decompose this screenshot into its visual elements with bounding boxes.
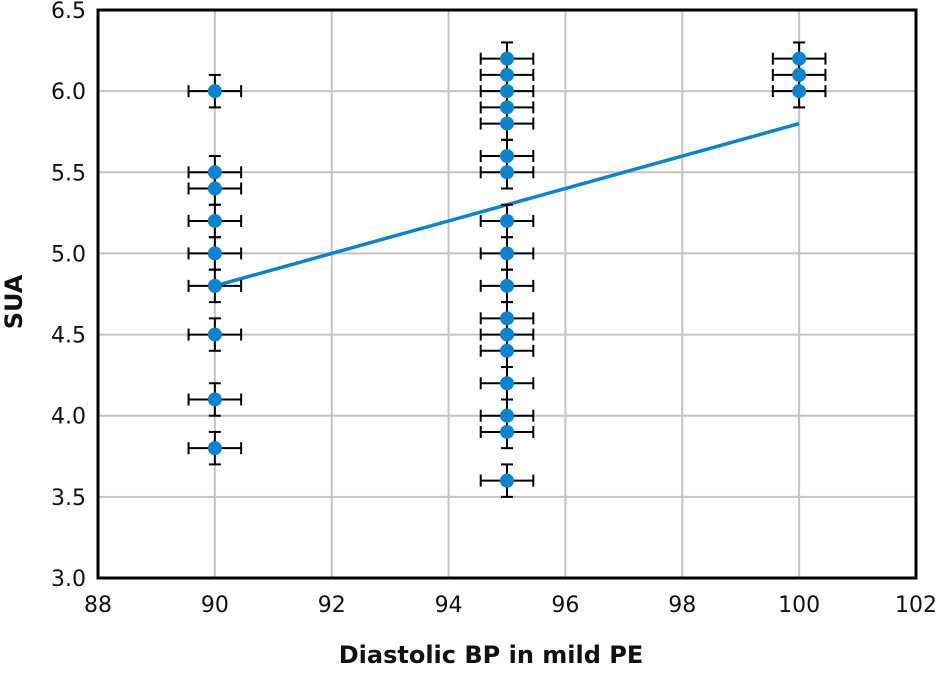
y-tick-label: 6.0 (51, 80, 86, 105)
data-points-layer (207, 51, 807, 488)
data-point (500, 51, 514, 66)
y-tick-label: 5.5 (51, 161, 86, 186)
data-point (207, 165, 222, 180)
data-point (500, 376, 514, 391)
data-point (500, 327, 514, 342)
y-tick-label: 4.5 (51, 324, 86, 349)
data-point (207, 213, 222, 228)
data-point (207, 327, 222, 342)
y-tick-label: 3.5 (51, 486, 86, 511)
x-tick-label: 94 (435, 593, 463, 618)
plot-frame (96, 8, 918, 580)
x-axis-title: Diastolic BP in mild PE (339, 641, 644, 669)
data-point (207, 441, 222, 456)
data-point (500, 100, 514, 115)
y-tick-label: 4.0 (51, 405, 86, 430)
x-tick-label: 102 (895, 593, 937, 618)
data-point (500, 246, 514, 261)
x-tick-label: 88 (84, 593, 112, 618)
x-tick-labels: 88 90 92 94 96 98 100 102 (84, 593, 937, 618)
data-point (500, 408, 514, 423)
data-point (792, 51, 807, 66)
data-point (500, 424, 514, 439)
data-point (792, 67, 807, 82)
data-point (207, 181, 222, 196)
data-point (500, 149, 514, 164)
x-tick-label: 98 (668, 593, 696, 618)
data-point (500, 165, 514, 180)
data-point (500, 278, 514, 293)
data-point (207, 278, 222, 293)
y-tick-label: 6.5 (51, 0, 86, 24)
data-point (207, 84, 222, 99)
x-tick-label: 96 (551, 593, 579, 618)
data-point (500, 67, 514, 82)
y-axis-title: SUA (0, 274, 28, 329)
x-tick-label: 90 (201, 593, 229, 618)
data-point (500, 116, 514, 131)
data-point (792, 84, 807, 99)
data-point (500, 311, 514, 326)
data-point (207, 246, 222, 261)
data-point (500, 213, 514, 228)
x-tick-label: 92 (318, 593, 346, 618)
y-tick-labels: 3.0 3.5 4.0 4.5 5.0 5.5 6.0 6.5 (51, 0, 86, 592)
x-tick-label: 100 (778, 593, 820, 618)
y-tick-label: 5.0 (51, 242, 86, 267)
data-point (207, 392, 222, 407)
data-point (500, 473, 514, 488)
data-point (500, 84, 514, 99)
y-tick-label: 3.0 (51, 567, 86, 592)
data-point (500, 343, 514, 358)
